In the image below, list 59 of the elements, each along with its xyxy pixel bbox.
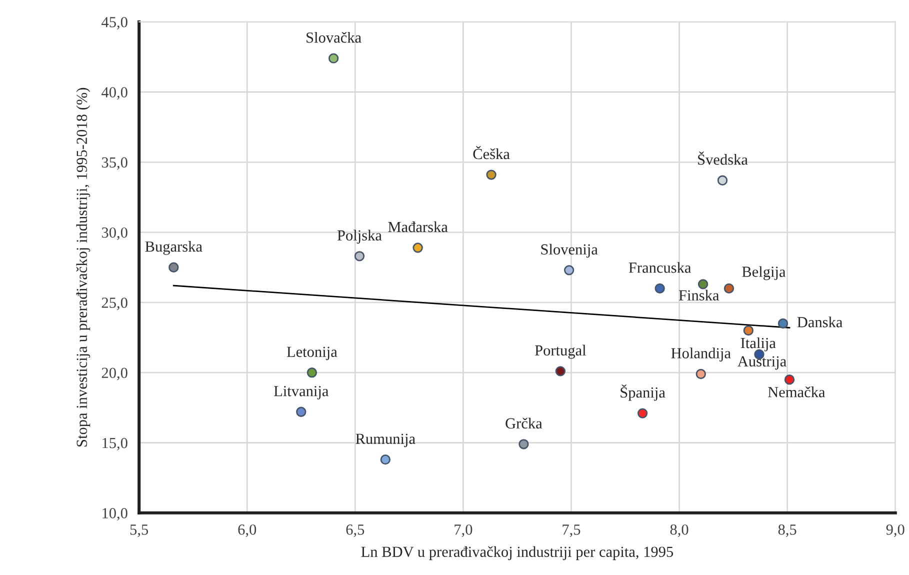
x-tick-label: 9,0 xyxy=(886,524,904,537)
point xyxy=(306,368,318,378)
x-tick-label: 7,0 xyxy=(454,524,472,537)
series-label: Slovenija xyxy=(541,244,598,258)
point xyxy=(778,318,788,329)
y-tick-label: 45,0 xyxy=(102,16,128,30)
point xyxy=(328,53,339,64)
series-label: Holandija xyxy=(671,348,731,362)
series-label: Rumunija xyxy=(356,434,416,448)
series-label: Belgija xyxy=(742,266,786,280)
point xyxy=(637,408,648,418)
y-tick-label: 15,0 xyxy=(102,438,128,450)
point xyxy=(564,265,574,276)
series-label: Švedska xyxy=(698,152,748,165)
point xyxy=(698,279,708,290)
point xyxy=(380,454,390,465)
point xyxy=(724,283,734,294)
y-tick-label: 25,0 xyxy=(102,298,128,310)
point xyxy=(555,366,566,376)
series-label: Italija xyxy=(740,337,776,352)
x-tick-label: 5,5 xyxy=(130,524,148,537)
y-tick-label: 10,0 xyxy=(102,508,128,521)
point xyxy=(784,374,795,385)
series-label: Slovačka xyxy=(306,32,362,43)
series-label: Nemačka xyxy=(768,386,826,398)
point xyxy=(354,251,365,262)
series-label: Grčka xyxy=(506,418,542,429)
y-tick-label: 20,0 xyxy=(102,368,128,380)
series-label: Španija xyxy=(620,384,666,401)
series-label: Finska xyxy=(678,290,720,301)
series-label: Austrija xyxy=(738,356,786,370)
x-axis-title: Ln BDV u prerađivačkoj industriji per capita, 1995 xyxy=(361,546,674,560)
point xyxy=(743,325,754,336)
point xyxy=(717,175,728,186)
point xyxy=(168,262,179,272)
series-label: Litvanija xyxy=(274,386,329,400)
series-label: Portugal xyxy=(534,344,586,359)
x-tick-label: 7,5 xyxy=(562,524,580,537)
series-label: Letonija xyxy=(286,346,338,360)
x-tick-label: 8,0 xyxy=(670,524,688,537)
series-label: Danska xyxy=(797,316,842,328)
x-tick-label: 6,0 xyxy=(238,524,256,537)
series-label: Češka xyxy=(473,146,510,160)
point xyxy=(296,406,306,417)
y-tick-label: 30,0 xyxy=(102,227,128,240)
series-label: Poljska xyxy=(337,230,382,244)
point xyxy=(486,170,496,180)
y-axis-title: Stopa investicija u prerađivačkoj industriji, 1995-2018 (%) xyxy=(76,88,90,446)
point xyxy=(696,368,706,380)
x-tick-label: 8,5 xyxy=(778,524,796,537)
y-tick-label: 40,0 xyxy=(102,87,128,100)
series-label: Bugarska xyxy=(145,240,202,255)
point xyxy=(654,283,665,294)
point xyxy=(518,439,529,450)
series-label: Francuska xyxy=(628,262,692,273)
series-label: Mađarska xyxy=(388,221,448,232)
x-tick-label: 6,5 xyxy=(346,524,364,537)
point xyxy=(412,242,423,253)
y-tick-label: 35,0 xyxy=(102,157,128,170)
